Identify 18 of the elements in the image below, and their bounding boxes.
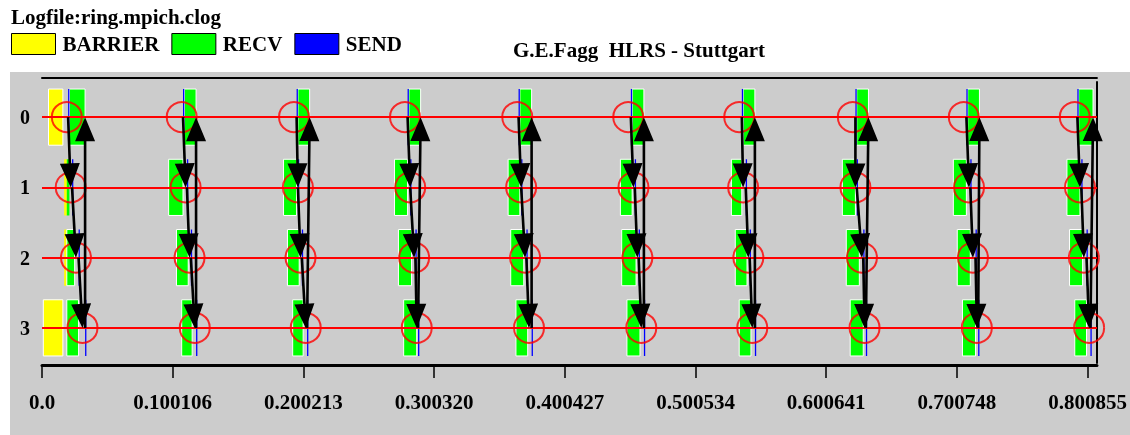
x-tick-label: 0.800855: [1048, 389, 1127, 414]
chart-subtitle: G.E.Fagg HLRS - Stuttgart: [513, 37, 766, 62]
x-tick-label: 0.0: [28, 389, 56, 414]
x-tick-label: 0.500534: [656, 389, 736, 414]
y-tick-label: 2: [20, 246, 30, 269]
x-tick-label: 0.100106: [133, 389, 213, 414]
x-tick-label: 0.300320: [394, 389, 474, 414]
legend-label: SEND: [345, 32, 402, 56]
y-tick-label: 3: [20, 316, 30, 339]
x-tick-label: 0.700748: [917, 389, 997, 414]
x-tick-label: 0.200213: [264, 389, 343, 414]
y-tick-label: 0: [20, 106, 30, 129]
x-tick-label: 0.400427: [525, 389, 605, 414]
x-tick-label: 0.600641: [786, 389, 866, 414]
legend-label: RECV: [222, 32, 283, 56]
chart-title: Logfile:ring.mpich.clog: [11, 4, 222, 29]
legend-label: BARRIER: [62, 32, 161, 56]
y-tick-label: 1: [20, 176, 30, 199]
